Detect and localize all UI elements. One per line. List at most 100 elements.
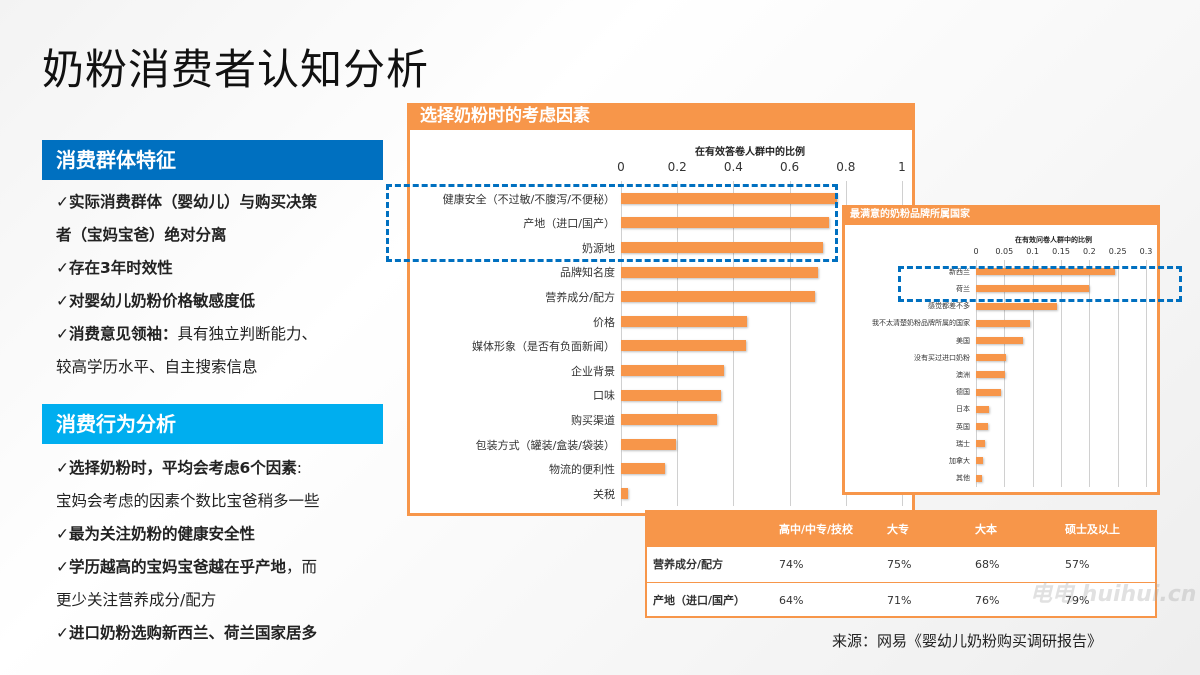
bar: [621, 463, 665, 475]
table-cell: 74%: [779, 545, 887, 582]
bar: [976, 319, 1030, 327]
bar: [621, 266, 818, 278]
bullet-text: 更少关注营养成分/配方: [56, 591, 217, 609]
bullet-bold-text: ✓选择奶粉时，平均会考虑6个因素: [56, 459, 297, 477]
bar: [621, 488, 629, 499]
gridline: [1146, 260, 1147, 487]
bar: [621, 414, 717, 426]
axis-tick: 0: [973, 247, 979, 256]
bar: [621, 389, 721, 401]
bar: [976, 422, 988, 430]
bar-label: 新西兰: [949, 267, 970, 276]
bar: [976, 371, 1006, 379]
consumer-traits-list: ✓实际消费群体（婴幼儿）与购买决策者（宝妈宝爸）绝对分离 ✓存在3年时效性 ✓对婴幼…: [56, 186, 386, 384]
axis-tick: 0.2: [1082, 247, 1096, 256]
bar-label: 企业背景: [571, 364, 615, 378]
country-chart-xlabel: 在有效问卷人群中的比例: [1015, 236, 1092, 244]
bar-label: 其他: [956, 474, 970, 483]
bullet-text: ，而: [286, 558, 318, 576]
axis-tick: 0.1: [1026, 247, 1040, 256]
bullet-text: 宝妈会考虑的因素个数比宝爸稍多一些: [56, 492, 320, 510]
axis-tick: 0.8: [836, 160, 856, 174]
table-column-header: 高中/中专/技校: [779, 512, 887, 546]
bar: [976, 474, 983, 482]
bar-label: 营养成分/配方: [545, 291, 615, 304]
table-cell: 57%: [1065, 545, 1155, 582]
bullet-bold-text: 者（宝妈宝爸）绝对分离: [56, 226, 227, 244]
bar: [976, 388, 1001, 396]
bar-label: 口味: [593, 389, 615, 403]
table-cell: 75%: [887, 545, 975, 582]
factors-chart: 选择奶粉时的考虑因素 在有效答卷人群中的比例 0 0.2 0.4 0.6 0.8 1 健康安…: [407, 103, 915, 516]
gridline: [1117, 260, 1119, 487]
axis-tick: 0.15: [1052, 247, 1070, 256]
table-cell: 71%: [887, 581, 975, 618]
bullet-bold-text: ✓存在3年时效性: [56, 259, 173, 277]
table-cell: 64%: [779, 581, 887, 618]
bar-label: 价格: [593, 315, 615, 329]
bar: [621, 192, 838, 204]
bar-label: 荷兰: [956, 284, 970, 293]
bar-label: 媒体形象（是否有负面新闻）: [472, 340, 615, 354]
highlight-box-top-factors: [386, 184, 838, 262]
table-column-header: 大本: [975, 512, 1065, 546]
bar-label: 感觉都差不多: [928, 302, 970, 311]
bullet-line: ✓对婴幼儿奶粉价格敏感度低: [56, 285, 386, 318]
bullet-line: ✓实际消费群体（婴幼儿）与购买决策: [56, 186, 386, 219]
bar: [621, 315, 748, 327]
bullet-text: :: [296, 459, 303, 477]
bar-label: 包装方式（罐装/盒装/袋装）: [475, 438, 615, 452]
bullet-line: ✓存在3年时效性: [56, 252, 386, 285]
gridline: [1061, 260, 1062, 487]
bullet-bold-text: ✓最为关注奶粉的健康安全性: [56, 525, 255, 543]
table-row: 营养成分/配方 74% 75% 68% 57%: [647, 545, 1155, 582]
bar-label: 瑞士: [956, 439, 970, 448]
bullet-text: 较高学历水平、自主搜索信息: [56, 358, 258, 376]
table-row: 产地（进口/国产） 64% 71% 76% 79%: [647, 581, 1155, 618]
axis-tick: 0: [617, 160, 625, 174]
bar: [621, 242, 824, 253]
highlight-box-top-countries: [898, 266, 1182, 302]
factors-chart-xlabel: 在有效答卷人群中的比例: [695, 147, 805, 158]
bar: [976, 354, 1007, 362]
bar-label: 美国: [956, 336, 970, 345]
bullet-line: 较高学历水平、自主搜索信息: [56, 351, 386, 384]
bar-label: 健康安全（不过敏/不腹泻/不便秘）: [442, 192, 615, 206]
bar: [621, 438, 676, 450]
table-column-header: 硕士及以上: [1065, 512, 1155, 546]
gridline: [1089, 260, 1091, 487]
gridline: [1032, 260, 1034, 487]
bullet-text: 具有独立判断能力、: [177, 325, 318, 343]
table-cell: 76%: [975, 581, 1065, 618]
bar-label: 德国: [956, 388, 970, 397]
axis-tick: 0.2: [667, 160, 687, 174]
bar-label: 品牌知名度: [560, 266, 615, 280]
bullet-line: 更少关注营养成分/配方: [56, 584, 386, 617]
axis-tick: 1: [898, 160, 906, 174]
table-cell: 79%: [1065, 581, 1155, 618]
bar-label: 英国: [956, 422, 970, 431]
bar: [976, 405, 990, 413]
consumer-behavior-list: ✓选择奶粉时，平均会考虑6个因素: 宝妈会考虑的因素个数比宝爸稍多一些 ✓最为关注奶…: [56, 452, 386, 650]
bullet-line: ✓最为关注奶粉的健康安全性: [56, 518, 386, 551]
bar: [621, 340, 747, 352]
bullet-bold-text: ✓消费意见领袖：: [56, 325, 178, 343]
bar-label: 没有买过进口奶粉: [914, 353, 970, 362]
table-cell: 68%: [975, 545, 1065, 582]
gridline: [789, 181, 791, 506]
bar-label: 奶源地: [582, 241, 615, 255]
country-chart: 最满意的奶粉品牌所属国家 在有效问卷人群中的比例 0 0.05 0.1 0.15 0.2…: [842, 205, 1160, 495]
education-table: 高中/中专/技校 大专 大本 硕士及以上 营养成分/配方 74% 75% 68% 57% 产地（…: [645, 510, 1157, 618]
bar-label: 产地（进口/国产）: [523, 217, 615, 231]
table-row-header: 营养成分/配方: [647, 545, 779, 582]
table-column-header: [647, 512, 779, 546]
axis-tick: 0.05: [995, 247, 1014, 256]
bar: [976, 336, 1024, 344]
bullet-line: ✓学历越高的宝妈宝爸越在乎产地，而: [56, 551, 386, 584]
country-chart-title: 最满意的奶粉品牌所属国家: [845, 205, 1157, 225]
bar-label: 我不太清楚奶粉品牌所属的国家: [872, 319, 970, 328]
bar: [976, 457, 983, 465]
section-header-consumer-traits: 消费群体特征: [42, 140, 383, 180]
source-citation: 来源：网易《婴幼儿奶粉购买调研报告》: [832, 632, 1103, 650]
bar-label: 关税: [593, 487, 615, 501]
